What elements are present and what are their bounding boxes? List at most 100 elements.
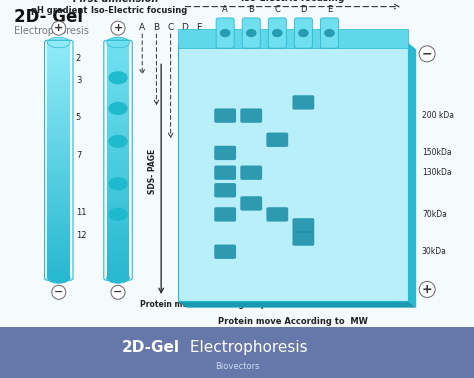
Bar xyxy=(107,129,129,133)
Bar xyxy=(107,199,129,203)
Text: 200 kDa: 200 kDa xyxy=(422,111,454,120)
Bar xyxy=(47,93,70,98)
Bar xyxy=(178,29,408,48)
Ellipse shape xyxy=(109,102,128,115)
FancyBboxPatch shape xyxy=(214,146,236,160)
Bar xyxy=(47,101,70,105)
Text: +: + xyxy=(113,23,123,33)
Ellipse shape xyxy=(109,71,128,84)
Bar xyxy=(107,73,129,78)
Bar xyxy=(47,207,70,211)
Bar xyxy=(107,250,129,254)
Text: 70kDa: 70kDa xyxy=(422,210,447,219)
Text: Electrophoresis: Electrophoresis xyxy=(185,340,308,355)
Bar xyxy=(107,42,129,46)
Bar xyxy=(107,172,129,176)
Text: C: C xyxy=(167,23,174,32)
Bar xyxy=(107,223,129,227)
Bar xyxy=(107,246,129,251)
Bar xyxy=(107,226,129,231)
Ellipse shape xyxy=(298,29,309,37)
Bar xyxy=(107,203,129,207)
Bar xyxy=(47,97,70,101)
Bar xyxy=(47,85,70,90)
Text: Iso-Electric focusing: Iso-Electric focusing xyxy=(91,6,188,15)
Text: −: − xyxy=(422,47,432,60)
Bar xyxy=(107,101,129,105)
Bar xyxy=(47,274,70,278)
Bar xyxy=(107,144,129,149)
Text: 12: 12 xyxy=(76,231,86,240)
Text: Protein move According to  MW: Protein move According to MW xyxy=(218,317,368,326)
Ellipse shape xyxy=(107,37,129,48)
Text: 2D- Gel: 2D- Gel xyxy=(14,8,83,26)
Bar xyxy=(107,46,129,50)
Bar xyxy=(47,195,70,200)
Bar xyxy=(107,70,129,74)
Bar xyxy=(47,175,70,180)
Bar xyxy=(107,211,129,215)
Text: SDS- PAGE: SDS- PAGE xyxy=(148,149,157,194)
Bar xyxy=(107,270,129,274)
Text: A: A xyxy=(139,23,145,32)
Bar xyxy=(107,258,129,262)
FancyBboxPatch shape xyxy=(268,18,286,48)
Bar xyxy=(47,246,70,251)
Bar xyxy=(107,238,129,243)
FancyBboxPatch shape xyxy=(214,108,236,123)
Text: B: B xyxy=(154,23,159,32)
FancyBboxPatch shape xyxy=(214,166,236,180)
Bar xyxy=(47,203,70,207)
Text: 3: 3 xyxy=(76,76,81,85)
Bar xyxy=(47,164,70,168)
Bar xyxy=(47,58,70,62)
Bar xyxy=(47,160,70,164)
Text: E: E xyxy=(196,23,202,32)
Bar xyxy=(47,183,70,188)
FancyBboxPatch shape xyxy=(242,18,260,48)
Bar xyxy=(107,109,129,113)
Ellipse shape xyxy=(246,29,256,37)
FancyBboxPatch shape xyxy=(240,166,262,180)
Text: Biovectors: Biovectors xyxy=(215,362,259,371)
Bar xyxy=(47,211,70,215)
Bar xyxy=(107,132,129,137)
Bar xyxy=(47,219,70,223)
Bar xyxy=(107,219,129,223)
Text: D: D xyxy=(182,23,188,32)
Bar xyxy=(107,105,129,109)
Bar xyxy=(47,215,70,219)
Bar xyxy=(107,58,129,62)
Bar xyxy=(47,121,70,125)
Text: B: B xyxy=(248,5,254,14)
Bar xyxy=(107,113,129,117)
Bar xyxy=(47,89,70,93)
Bar xyxy=(47,70,70,74)
Ellipse shape xyxy=(324,29,335,37)
Text: 5: 5 xyxy=(76,113,81,122)
Bar xyxy=(47,242,70,246)
Bar xyxy=(47,109,70,113)
Bar xyxy=(107,148,129,152)
Bar xyxy=(107,215,129,219)
Text: 130kDa: 130kDa xyxy=(422,168,451,177)
FancyBboxPatch shape xyxy=(292,95,314,110)
Text: −: − xyxy=(54,287,64,297)
Bar xyxy=(47,140,70,144)
Text: C: C xyxy=(274,5,280,14)
FancyBboxPatch shape xyxy=(216,18,234,48)
FancyBboxPatch shape xyxy=(320,18,338,48)
Ellipse shape xyxy=(272,29,283,37)
Bar xyxy=(47,105,70,109)
Bar xyxy=(107,191,129,195)
Bar xyxy=(107,136,129,141)
Bar xyxy=(47,266,70,270)
Bar xyxy=(107,97,129,101)
Bar xyxy=(47,187,70,192)
Text: −: − xyxy=(113,287,123,297)
Bar xyxy=(107,195,129,200)
Bar xyxy=(47,250,70,254)
Bar xyxy=(47,124,70,129)
Bar xyxy=(47,136,70,141)
FancyBboxPatch shape xyxy=(292,218,314,232)
